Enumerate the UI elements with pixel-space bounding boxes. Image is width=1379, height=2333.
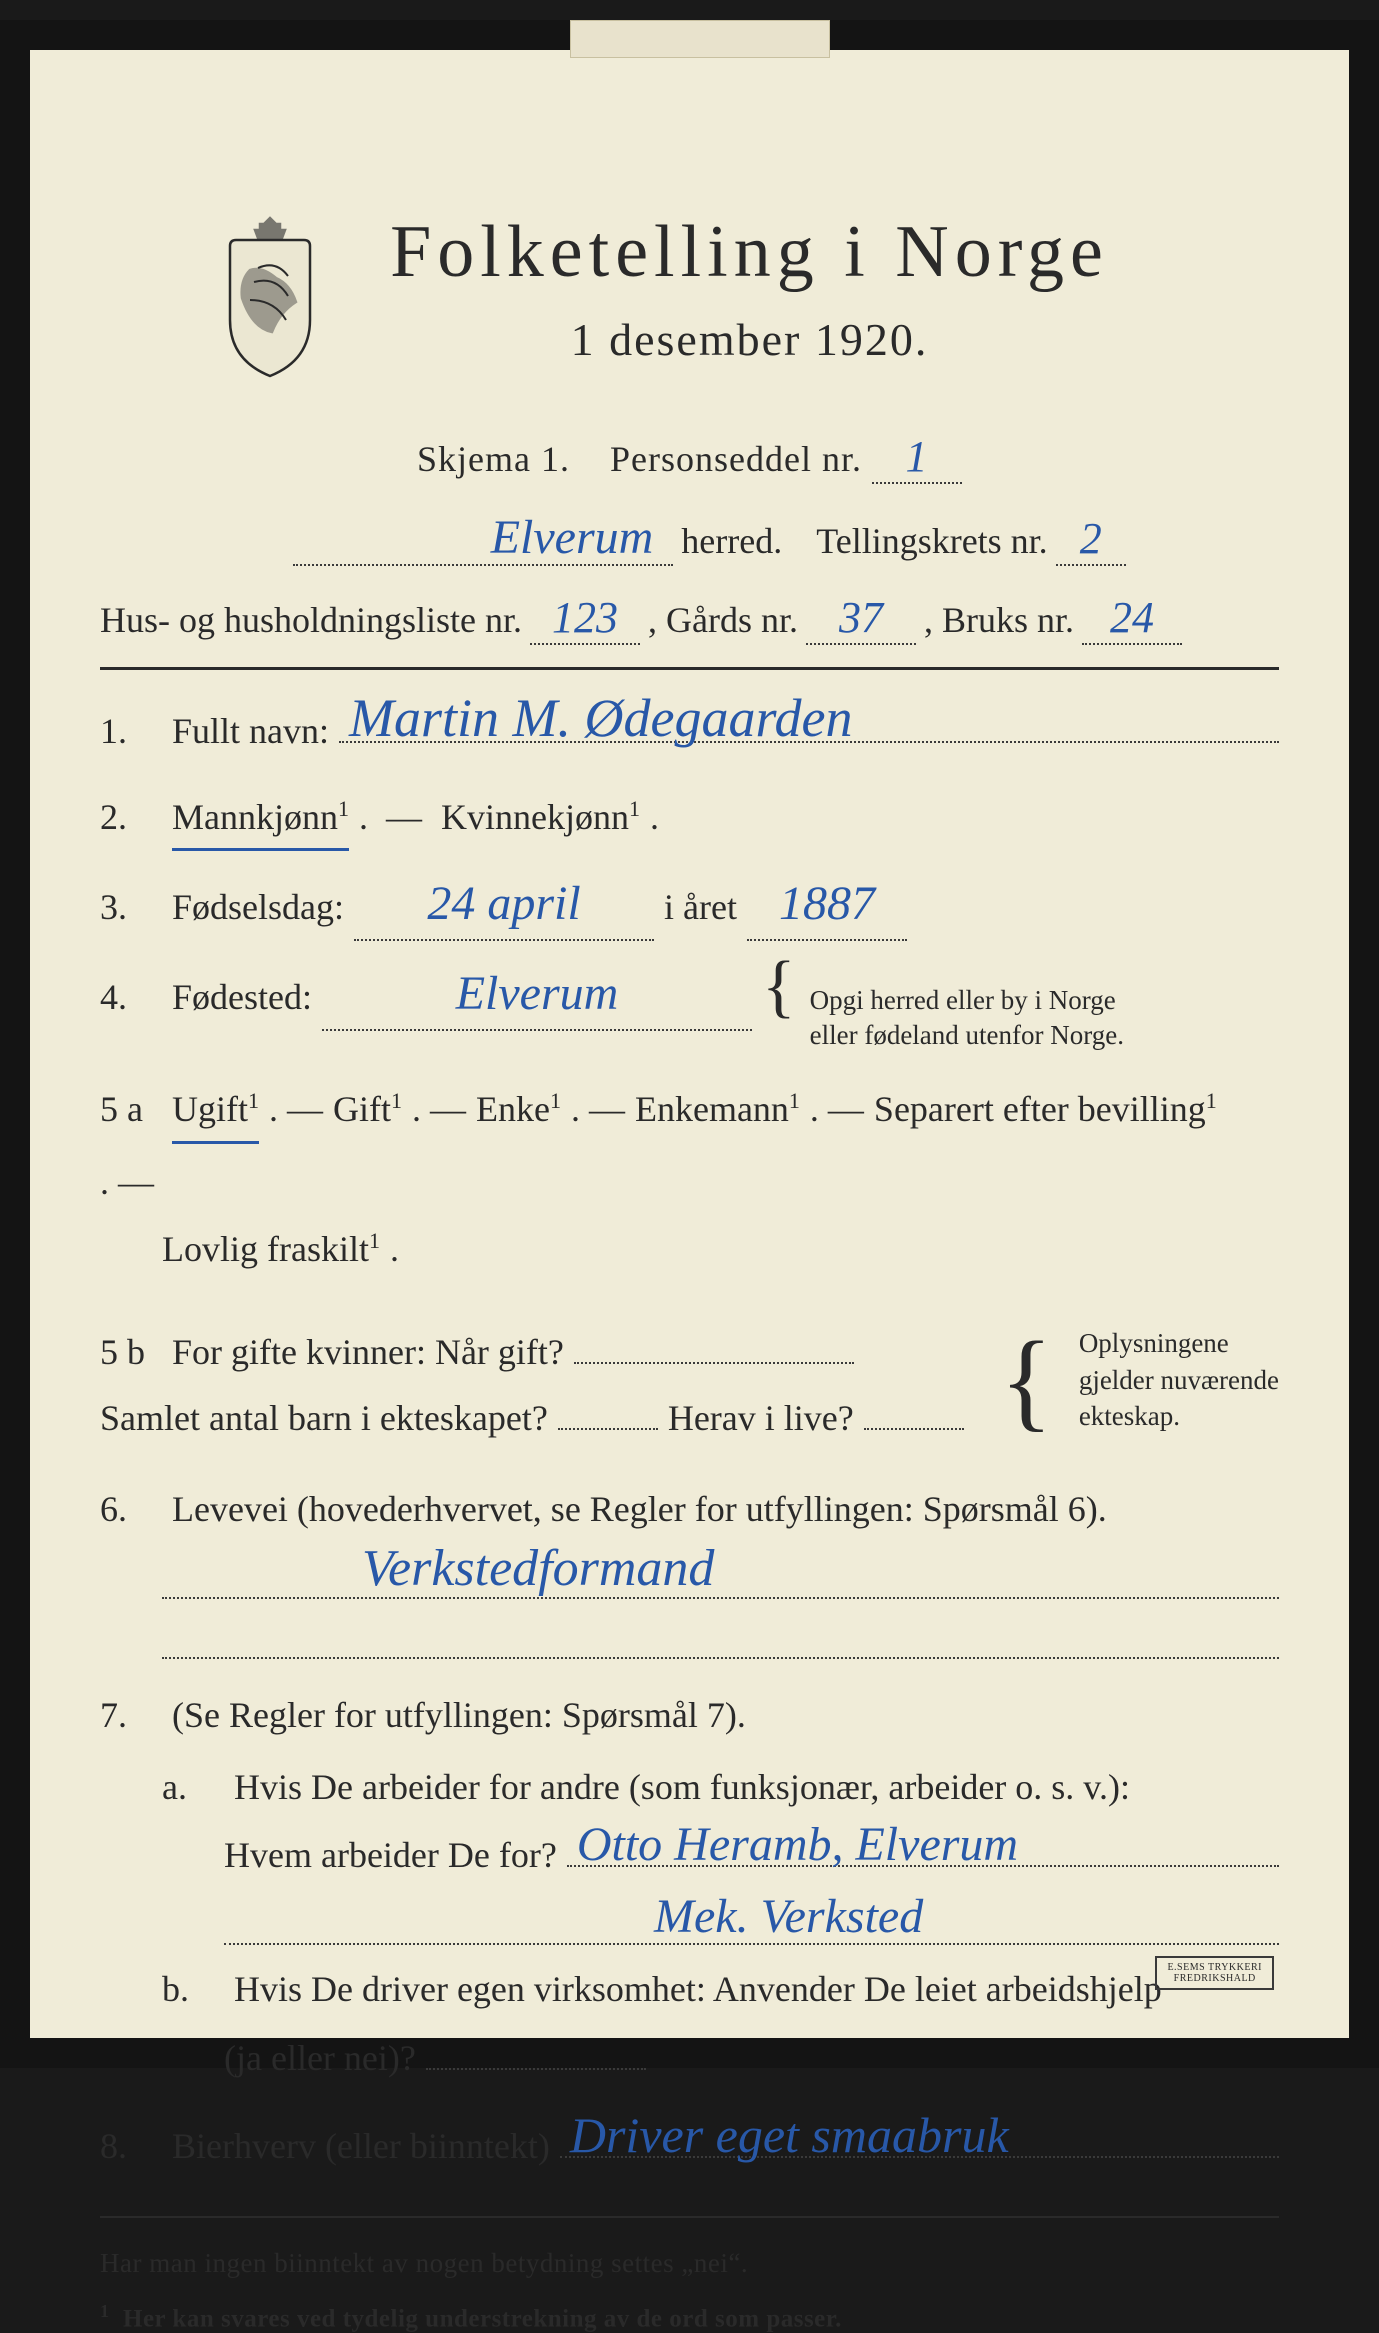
header: Folketelling i Norge 1 desember 1920. [210, 210, 1279, 380]
q5b-note: Oplysningene gjelder nuværende ekteskap. [1079, 1325, 1279, 1434]
subtitle-date: 1 desember 1920. [360, 313, 1139, 366]
q7b-text1: Hvis De driver egen virksomhet: Anvender… [234, 1961, 1162, 2019]
q4-label: Fødested: [172, 969, 312, 1027]
q7b-label2: (ja eller nei)? [224, 2030, 416, 2088]
q7a-l2: Hvem arbeider De for? Otto Heramb, Elver… [224, 1824, 1279, 1885]
q6-value-line: Verkstedformand [162, 1549, 1279, 1599]
q5b-num: 5 b [100, 1331, 162, 1373]
q2-male: Mannkjønn1 [172, 789, 349, 852]
q8-num: 8. [100, 2118, 162, 2176]
q5a-num: 5 a [100, 1081, 162, 1139]
footnote-lower: 1 Her kan svares ved tydelig understrekn… [100, 2301, 1279, 2333]
q4-num: 4. [100, 969, 162, 1027]
q5a-opt-ugift: Ugift1 [172, 1081, 259, 1144]
bruks-value: 24 [1110, 593, 1154, 642]
divider [100, 2216, 1279, 2218]
q5a: 5 a Ugift1. — Gift1. — Enke1. — Enkemann… [100, 1081, 1279, 1211]
q4: 4. Fødested: Elverum { Opgi herred eller… [100, 969, 1279, 1053]
herred-label: herred. [681, 520, 782, 562]
q6-num: 6. [100, 1481, 162, 1539]
q3-year-value: 1887 [779, 877, 875, 930]
q7a-value2: Mek. Verksted [654, 1893, 923, 1941]
q3-num: 3. [100, 879, 162, 937]
q5b-l2a-label: Samlet antal barn i ekteskapet? [100, 1397, 548, 1439]
q5b-l1-label: For gifte kvinner: Når gift? [172, 1331, 564, 1373]
q7a-value-line2: Mek. Verksted [224, 1895, 1279, 1945]
q3-day-value: 24 april [427, 877, 580, 930]
divider [100, 667, 1279, 670]
q8-label: Bierhverv (eller biinntekt) [172, 2118, 550, 2176]
q7b-num: b. [162, 1961, 224, 2019]
q4-value: Elverum [456, 967, 619, 1020]
printer-stamp: E.SEMS TRYKKERIFREDRIKSHALD [1155, 1956, 1274, 1990]
q8: 8. Bierhverv (eller biinntekt) Driver eg… [100, 2115, 1279, 2176]
q7b-l1: b. Hvis De driver egen virksomhet: Anven… [100, 1961, 1279, 2019]
q1-value: Martin M. Ødegaarden [349, 691, 852, 745]
q4-note: Opgi herred eller by i Norge eller fødel… [810, 983, 1124, 1053]
q1-num: 1. [100, 703, 162, 761]
q7a-l1: a. Hvis De arbeider for andre (som funks… [100, 1759, 1279, 1817]
skjema-label: Skjema 1. [417, 439, 570, 479]
q7a-value1: Otto Heramb, Elverum [577, 1821, 1018, 1869]
personseddel-value: 1 [905, 432, 928, 481]
q3-year-label: i året [664, 879, 737, 937]
form-meta-line2: Elverum herred. Tellingskrets nr. 2 [140, 514, 1279, 566]
q5a-opt-gift: Gift1 [333, 1081, 402, 1139]
gards-value: 37 [839, 593, 883, 642]
q5a-opt-enkemann: Enkemann1 [635, 1081, 800, 1139]
footnote-upper: Har man ingen biinntekt av nogen betydni… [100, 2248, 1279, 2279]
q7a-num: a. [162, 1759, 224, 1817]
paper-tab [570, 20, 830, 58]
q2-num: 2. [100, 789, 162, 847]
q1: 1. Fullt navn: Martin M. Ødegaarden [100, 700, 1279, 761]
q5a-opt-enke: Enke1 [476, 1081, 561, 1139]
q5b: 5 b For gifte kvinner: Når gift? Samlet … [100, 1307, 1279, 1453]
tellingskrets-value: 2 [1080, 514, 1102, 563]
herred-value: Elverum [491, 511, 654, 564]
q3-label: Fødselsdag: [172, 879, 344, 937]
q5b-l2b-label: Herav i live? [668, 1397, 854, 1439]
husliste-label: Hus- og husholdningsliste nr. [100, 599, 522, 641]
bruks-label: , Bruks nr. [924, 599, 1074, 641]
q7-num: 7. [100, 1687, 162, 1745]
form-meta-line1: Skjema 1. Personseddel nr. 1 [100, 435, 1279, 484]
q7a-text1: Hvis De arbeider for andre (som funksjon… [234, 1759, 1130, 1817]
brace-icon: { [1000, 1353, 1053, 1408]
q8-value: Driver eget smaabruk [570, 2110, 1009, 2160]
q6-value: Verkstedformand [362, 1543, 714, 1595]
q3: 3. Fødselsdag: 24 april i året 1887 [100, 879, 1279, 941]
q7b-l2: (ja eller nei)? [224, 2026, 1279, 2087]
brace-icon: { [762, 969, 796, 1004]
census-form-page: Folketelling i Norge 1 desember 1920. Sk… [0, 20, 1379, 2068]
main-title: Folketelling i Norge [360, 210, 1139, 295]
gards-label: , Gårds nr. [648, 599, 798, 641]
q5a-fraskilt: Lovlig fraskilt1 [162, 1221, 380, 1279]
form-meta-line3: Hus- og husholdningsliste nr. 123 , Gård… [100, 596, 1279, 645]
q7a-label2: Hvem arbeider De for? [224, 1827, 557, 1885]
q5a-separert: Separert efter bevilling1 [874, 1081, 1217, 1139]
q6-label: Levevei (hovederhvervet, se Regler for u… [172, 1481, 1107, 1539]
q6-blank-line [162, 1609, 1279, 1659]
husliste-value: 123 [552, 593, 618, 642]
q5a-cont: Lovlig fraskilt1. [162, 1221, 1279, 1279]
q1-label: Fullt navn: [172, 703, 329, 761]
q2: 2. Mannkjønn1 . — Kvinnekjønn1. [100, 789, 1279, 852]
q7-label: (Se Regler for utfyllingen: Spørsmål 7). [172, 1687, 746, 1745]
coat-of-arms-icon [210, 210, 330, 380]
q6: 6. Levevei (hovederhvervet, se Regler fo… [100, 1481, 1279, 1539]
q2-female: Kvinnekjønn1 [441, 789, 640, 847]
tellingskrets-label: Tellingskrets nr. [816, 520, 1047, 562]
personseddel-label: Personseddel nr. [610, 439, 862, 479]
q7: 7. (Se Regler for utfyllingen: Spørsmål … [100, 1687, 1279, 1745]
